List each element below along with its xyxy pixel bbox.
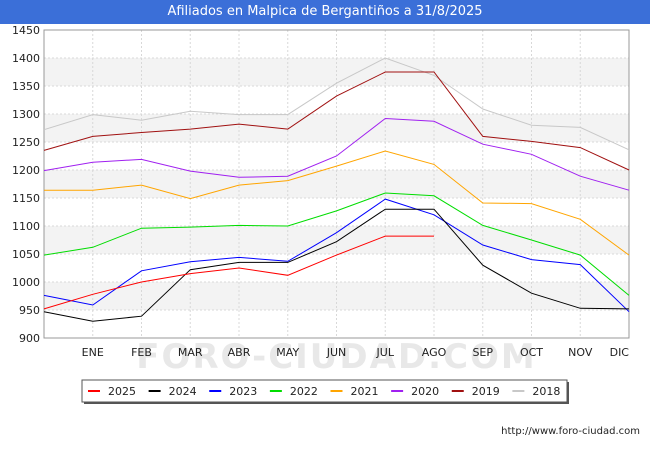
legend-label-2023: 2023 (229, 385, 257, 398)
series-line-2025 (43, 235, 434, 310)
y-tick-label: 1050 (12, 248, 40, 261)
x-tick-label: ENE (82, 346, 104, 359)
series-line-2020 (43, 117, 630, 191)
series-line-2023 (43, 198, 630, 313)
x-tick-label: ABR (228, 346, 251, 359)
legend-label-2020: 2020 (411, 385, 439, 398)
x-tick-label: DIC (610, 346, 630, 359)
title-bar (0, 0, 650, 24)
series-line-2018 (43, 57, 630, 151)
y-axis: 900 950 1000 1050 1100 1150 1200 1250 1300 1350 14… (12, 24, 40, 345)
x-tick-label: NOV (568, 346, 593, 359)
x-tick-label: AGO (422, 346, 447, 359)
series-line-2022 (43, 192, 630, 296)
y-tick-label: 1000 (12, 276, 40, 289)
y-tick-label: 1450 (12, 24, 40, 37)
watermark-text: FORO-CIUDAD.COM (136, 337, 537, 377)
y-tick-label: 900 (19, 332, 40, 345)
gridlines (43, 29, 630, 339)
legend-label-2025: 2025 (108, 385, 136, 398)
series-line-2019 (43, 71, 630, 171)
legend-label-2018: 2018 (532, 385, 560, 398)
legend: 2025 2024 2023 2022 2021 2020 2019 2018 (81, 379, 569, 404)
plot-border (43, 29, 630, 339)
y-tick-label: 1400 (12, 52, 40, 65)
x-axis: ENE FEB MAR ABR MAY JUN JUL AGO SEP OCT NOV DIC (82, 346, 630, 359)
y-tick-label: 1350 (12, 80, 40, 93)
y-tick-label: 1200 (12, 164, 40, 177)
series-layer (43, 57, 630, 322)
x-tick-label: SEP (472, 346, 493, 359)
y-tick-label: 1100 (12, 220, 40, 233)
chart-title: Afiliados en Malpica de Bergantiños a 31… (167, 4, 483, 19)
source-url: http://www.foro-ciudad.com (501, 426, 640, 437)
series-line-2024 (43, 208, 630, 322)
y-tick-label: 950 (19, 304, 40, 317)
y-tick-label: 1250 (12, 136, 40, 149)
watermark: FORO-CIUDAD.COM (136, 337, 537, 377)
x-tick-label: OCT (520, 346, 543, 359)
y-tick-label: 1300 (12, 108, 40, 121)
legend-label-2024: 2024 (169, 385, 197, 398)
legend-label-2022: 2022 (290, 385, 318, 398)
x-tick-label: FEB (131, 346, 152, 359)
legend-label-2019: 2019 (472, 385, 500, 398)
y-tick-label: 1150 (12, 192, 40, 205)
x-tick-label: JUL (376, 346, 395, 359)
series-line-2021 (44, 150, 630, 256)
x-tick-label: MAR (178, 346, 203, 359)
legend-label-2021: 2021 (351, 385, 379, 398)
legend-box (81, 379, 568, 403)
x-tick-label: JUN (326, 346, 347, 359)
x-tick-label: MAY (276, 346, 299, 359)
